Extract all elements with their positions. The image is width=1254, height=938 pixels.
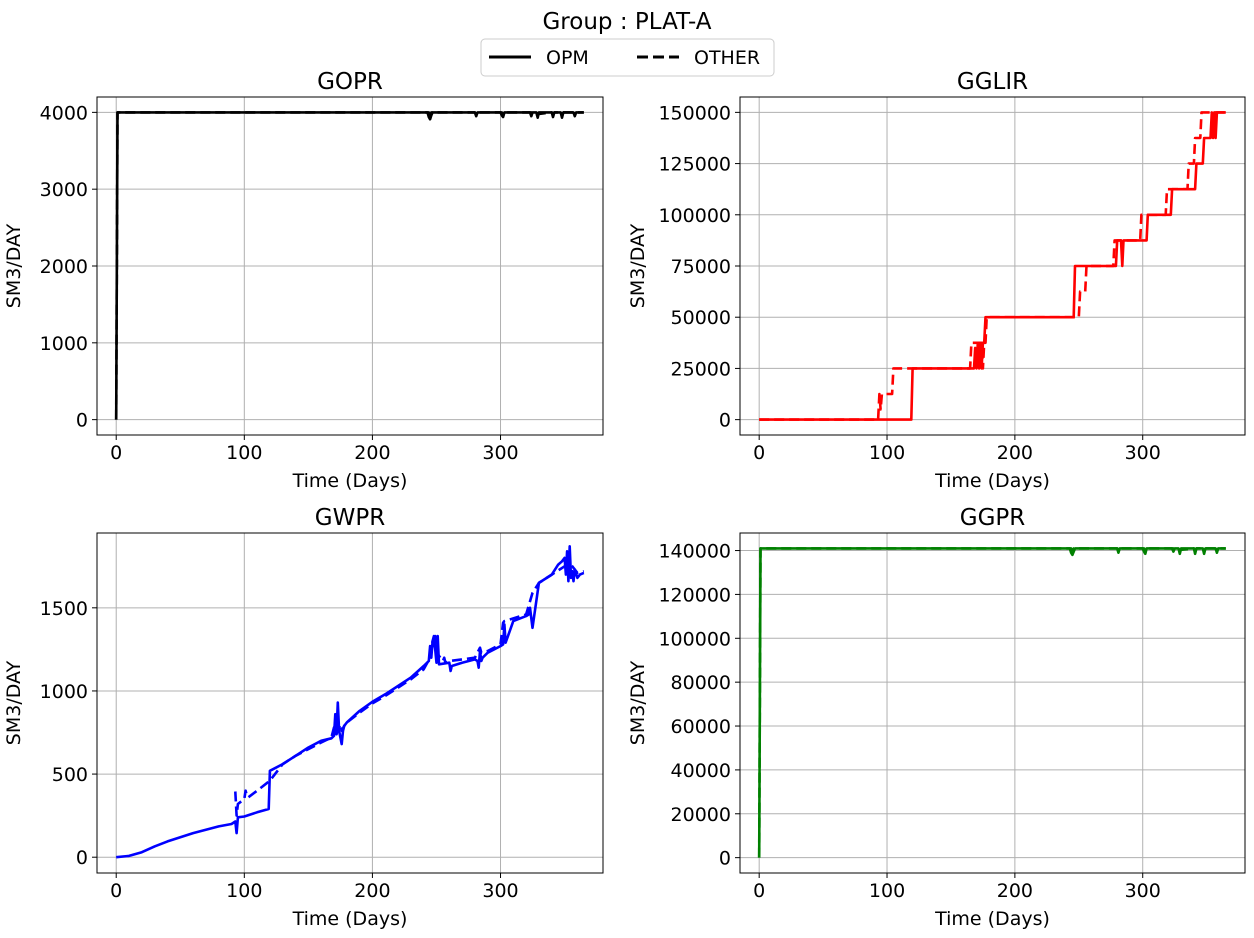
ggpr-axes-frame <box>739 532 1246 874</box>
ggpr-series-opm <box>757 547 1226 858</box>
gopr-y-tick-label: 2000 <box>40 256 88 278</box>
gglir-series-other <box>759 111 1226 421</box>
gopr-series-other <box>114 111 584 420</box>
legend-other-label: OTHER <box>694 47 760 69</box>
ggpr-y-label: SM3/DAY <box>627 660 649 745</box>
gglir-y-tick-label: 50000 <box>671 307 731 329</box>
gwpr-series-opm <box>116 544 585 859</box>
gwpr-x-tick-label: 0 <box>110 880 122 902</box>
panel-gwpr: 0 100 200 300 0 500 1000 1500 GWPR Time (Days) SM3… <box>3 505 604 930</box>
ggpr-x-label: Time (Days) <box>934 908 1050 930</box>
gglir-x-tick-label: 300 <box>1125 442 1161 464</box>
gglir-y-tick-label: 0 <box>719 410 731 432</box>
gopr-series-group <box>114 111 584 420</box>
gwpr-x-tick-label: 300 <box>482 880 518 902</box>
gopr-x-tick-label: 200 <box>354 442 390 464</box>
ggpr-y-tick-label: 80000 <box>671 672 731 694</box>
ggpr-x-tick-label: 100 <box>869 880 905 902</box>
gopr-y-tick-label: 1000 <box>40 333 88 355</box>
gopr-x-tick-label: 100 <box>226 442 262 464</box>
gopr-x-tick-label: 300 <box>482 442 518 464</box>
gwpr-axes-frame <box>96 532 604 874</box>
gglir-title: GGLIR <box>957 69 1028 95</box>
legend-frame <box>480 38 775 77</box>
ggpr-x-tick-label: 0 <box>753 880 765 902</box>
gopr-y-tick-label: 0 <box>76 410 88 432</box>
gglir-x-tick-label: 200 <box>997 442 1033 464</box>
legend: OPM OTHER <box>480 38 775 77</box>
gglir-y-tick-label: 150000 <box>658 102 731 124</box>
ggpr-y-tick-label: 0 <box>719 848 731 870</box>
gwpr-y-tick-label: 1000 <box>40 681 88 703</box>
ggpr-y-tick-label: 60000 <box>671 716 731 738</box>
panel-gglir: 0 100 200 300 0 25000 50000 75000 100000 125000 15… <box>627 69 1246 492</box>
ggpr-series-group <box>757 547 1226 858</box>
gglir-series-group <box>759 111 1226 421</box>
ggpr-x-tick-label: 300 <box>1125 880 1161 902</box>
gopr-series-opm <box>114 111 584 420</box>
gwpr-series-other <box>234 563 585 817</box>
ggpr-y-tick-label: 120000 <box>658 584 731 606</box>
panel-ggpr: 0 100 200 300 0 20000 40000 60000 80000 100000 120… <box>627 505 1246 930</box>
figure-title: Group : PLAT-A <box>542 9 711 35</box>
gwpr-x-tick-label: 100 <box>226 880 262 902</box>
gopr-x-tick-label: 0 <box>110 442 122 464</box>
gglir-y-label: SM3/DAY <box>627 223 649 308</box>
gglir-y-tick-label: 125000 <box>658 154 731 176</box>
gopr-title: GOPR <box>317 69 383 95</box>
gwpr-y-tick-label: 0 <box>76 847 88 869</box>
ggpr-title: GGPR <box>960 505 1026 531</box>
gwpr-series-group <box>116 544 585 859</box>
gopr-y-tick-label: 3000 <box>40 179 88 201</box>
gglir-y-tick-label: 25000 <box>671 358 731 380</box>
legend-opm-label: OPM <box>546 47 589 69</box>
ggpr-y-tick-label: 20000 <box>671 804 731 826</box>
ggpr-y-tick-label: 40000 <box>671 760 731 782</box>
gwpr-y-tick-label: 1500 <box>40 598 88 620</box>
gwpr-title: GWPR <box>315 505 385 531</box>
ggpr-y-tick-label: 140000 <box>658 541 731 563</box>
gglir-y-tick-label: 75000 <box>671 256 731 278</box>
ggpr-series-other <box>757 547 1226 858</box>
gglir-x-tick-label: 0 <box>753 442 765 464</box>
ggpr-y-tick-label: 100000 <box>658 628 731 650</box>
gglir-x-tick-label: 100 <box>869 442 905 464</box>
gwpr-x-tick-label: 200 <box>354 880 390 902</box>
gopr-y-tick-label: 4000 <box>40 102 88 124</box>
gwpr-x-label: Time (Days) <box>292 908 408 930</box>
gglir-x-label: Time (Days) <box>934 470 1050 492</box>
gopr-x-label: Time (Days) <box>292 470 408 492</box>
gopr-y-label: SM3/DAY <box>3 223 25 308</box>
gglir-y-tick-label: 100000 <box>658 205 731 227</box>
gwpr-y-label: SM3/DAY <box>3 660 25 745</box>
gwpr-y-tick-label: 500 <box>52 764 88 786</box>
ggpr-x-tick-label: 200 <box>997 880 1033 902</box>
